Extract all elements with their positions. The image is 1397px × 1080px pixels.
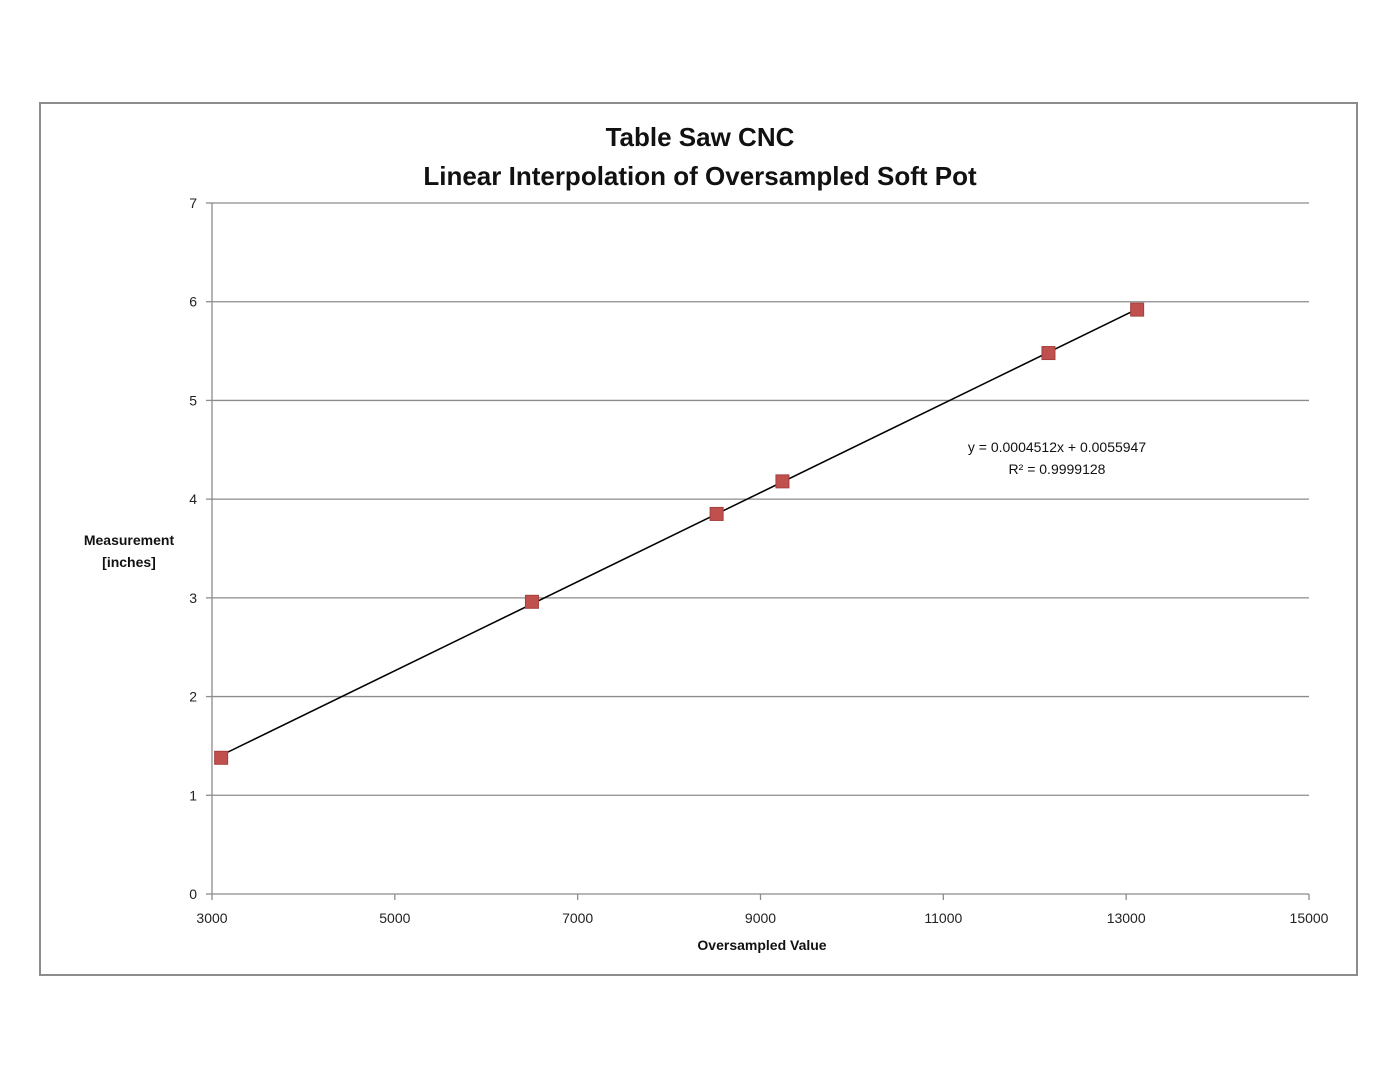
chart-svg: Table Saw CNC Linear Interpolation of Ov… xyxy=(84,122,1329,953)
x-tick-label: 13000 xyxy=(1107,910,1146,926)
data-point-marker xyxy=(214,750,229,765)
trendline-layer xyxy=(220,308,1138,757)
y-tick-label: 7 xyxy=(189,195,197,211)
y-tick-label: 3 xyxy=(189,590,197,606)
x-tick-label: 11000 xyxy=(924,910,962,926)
y-tick-label: 5 xyxy=(189,392,197,408)
axes xyxy=(206,202,1310,900)
y-axis-label-line-1: Measurement xyxy=(84,532,175,548)
y-axis-label-line-2: [inches] xyxy=(102,554,156,570)
trendline xyxy=(220,308,1138,757)
x-tick-label: 9000 xyxy=(745,910,776,926)
y-tick-labels: 0 1 2 3 4 5 6 7 xyxy=(189,195,197,902)
data-point-marker xyxy=(1130,302,1145,317)
chart-frame: Table Saw CNC Linear Interpolation of Ov… xyxy=(39,102,1358,976)
trendline-equation: y = 0.0004512x + 0.0055947 xyxy=(968,439,1146,455)
data-point-marker xyxy=(709,506,724,521)
data-point-marker xyxy=(1041,346,1056,361)
y-tick-label: 0 xyxy=(189,886,197,902)
data-points xyxy=(214,302,1145,765)
y-tick-label: 1 xyxy=(189,787,197,803)
y-tick-label: 2 xyxy=(189,689,197,705)
gridlines xyxy=(212,202,1309,796)
x-axis-label: Oversampled Value xyxy=(697,937,826,953)
chart-title-line-1: Table Saw CNC xyxy=(606,122,795,152)
x-tick-label: 3000 xyxy=(196,910,227,926)
x-tick-label: 7000 xyxy=(562,910,593,926)
y-tick-label: 4 xyxy=(189,491,197,507)
data-point-marker xyxy=(775,474,790,489)
chart-title-line-2: Linear Interpolation of Oversampled Soft… xyxy=(423,161,977,191)
data-point-marker xyxy=(524,594,539,609)
x-tick-label: 15000 xyxy=(1290,910,1329,926)
x-tick-label: 5000 xyxy=(379,910,410,926)
x-tick-labels: 3000 5000 7000 9000 11000 13000 15000 xyxy=(196,910,1328,926)
trendline-r-squared: R² = 0.9999128 xyxy=(1009,461,1106,477)
y-tick-label: 6 xyxy=(189,294,197,310)
